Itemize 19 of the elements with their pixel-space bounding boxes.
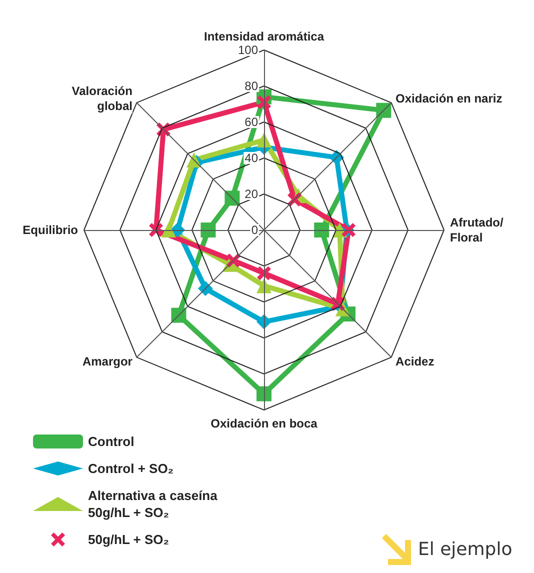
legend-label: Control + SO₂	[88, 461, 174, 476]
spoke-label: Acidez	[396, 354, 434, 369]
y-tick-label: 80	[244, 79, 258, 93]
spoke-label: Oxidación en boca	[210, 416, 318, 430]
y-tick-label: 40	[244, 151, 258, 165]
y-tick-label: 20	[244, 187, 258, 201]
y-tick-label: 60	[244, 115, 258, 129]
spoke-label: Amargor	[82, 354, 133, 369]
spoke-label: Intensidad aromática	[204, 30, 324, 44]
y-tick-label: 100	[238, 43, 258, 57]
spoke-label: Valoración global	[72, 84, 132, 113]
legend-label: Control	[88, 434, 134, 449]
y-tick-label: 0	[251, 223, 258, 237]
spoke-label: Oxidación en nariz	[396, 91, 502, 106]
spoke-label: Equilibrio	[22, 223, 78, 237]
text: El ejemplo	[418, 538, 512, 560]
spoke-label: Afrutado/ Floral	[450, 216, 504, 244]
legend-label: Alternativa a caseína 50g/hL + SO₂	[88, 488, 218, 520]
legend-label: 50g/hL + SO₂	[88, 532, 170, 547]
